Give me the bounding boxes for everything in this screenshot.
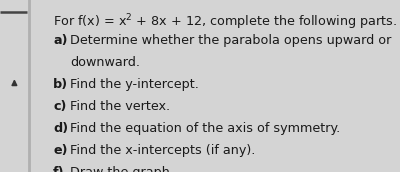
Text: c): c) bbox=[53, 100, 66, 113]
Text: Find the x-intercepts (if any).: Find the x-intercepts (if any). bbox=[70, 144, 255, 157]
Text: b): b) bbox=[53, 78, 68, 91]
Text: Determine whether the parabola opens upward or: Determine whether the parabola opens upw… bbox=[70, 34, 391, 47]
Text: Find the vertex.: Find the vertex. bbox=[70, 100, 170, 113]
Text: e): e) bbox=[53, 144, 68, 157]
Text: downward.: downward. bbox=[70, 56, 140, 69]
Text: Find the y-intercept.: Find the y-intercept. bbox=[70, 78, 199, 91]
Text: Draw the graph.: Draw the graph. bbox=[70, 166, 174, 172]
Text: For f(x) = x$^{2}$ + 8x + 12, complete the following parts.: For f(x) = x$^{2}$ + 8x + 12, complete t… bbox=[53, 12, 397, 32]
Text: f): f) bbox=[53, 166, 65, 172]
Text: a): a) bbox=[53, 34, 68, 47]
Text: d): d) bbox=[53, 122, 68, 135]
Text: Find the equation of the axis of symmetry.: Find the equation of the axis of symmetr… bbox=[70, 122, 340, 135]
